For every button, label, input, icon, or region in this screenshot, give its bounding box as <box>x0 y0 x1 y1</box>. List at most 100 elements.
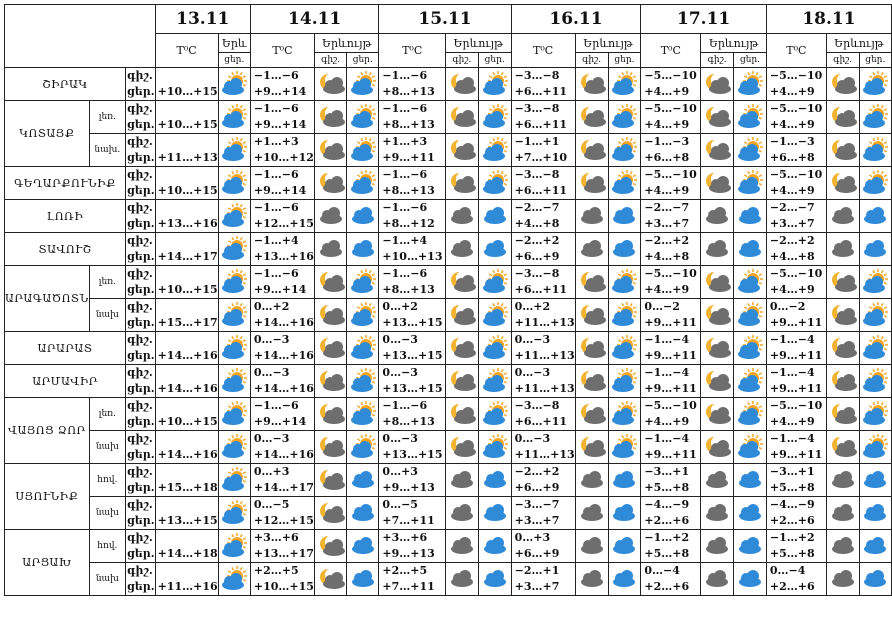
period-labels: գիշ. ցեր. <box>124 100 156 134</box>
temperature-cell: −1…−6 +9…+14 <box>249 397 315 431</box>
day-temp: +4…+9 <box>644 184 690 197</box>
sun-cloud-icon <box>607 430 642 464</box>
day-temp: +5…+8 <box>644 481 690 494</box>
day-temp: +14…+16 <box>253 349 314 362</box>
date-header: 13.11 <box>154 4 251 34</box>
region-row: ԿՈՏԱՅՔ լեռ. գիշ. ցեր. +10…+15 −1…−6 +9…+14 −1…… <box>4 100 892 167</box>
night-temp: −1…−6 <box>253 267 299 280</box>
region-name: ՍՅՈՒՆԻՔ <box>4 463 90 530</box>
sun-cloud-icon <box>477 298 512 332</box>
day-temp: +14…+16 <box>157 448 218 461</box>
day-temp: +7…+11 <box>382 580 435 593</box>
day-temp: +4…+8 <box>644 250 690 263</box>
night-temp: 0…+3 <box>253 465 290 478</box>
day-temp: +4…+9 <box>644 118 690 131</box>
day-temp: +10…+15 <box>157 184 218 197</box>
sun-cloud-icon <box>733 430 767 464</box>
night-temp: −1…+2 <box>769 531 815 544</box>
moon-cloud-icon <box>700 364 735 398</box>
temp-header: T⁰C <box>378 33 446 68</box>
temperature-cell: +14…+18 <box>154 529 219 563</box>
night-temp: 0…−3 <box>382 366 418 379</box>
night-temp: 0…+2 <box>382 300 418 313</box>
cloud-icon <box>825 529 860 563</box>
moon-cloud-icon <box>574 100 609 134</box>
day-label: ցեր. <box>126 85 155 98</box>
temperature-cell: −2…+1 +3…+7 <box>510 562 576 596</box>
sun-cloud-icon <box>217 397 251 431</box>
night-temp: −1…−3 <box>769 135 815 148</box>
period-labels: գիշ. ցեր. <box>124 562 156 596</box>
night-temp: −1…−6 <box>382 399 428 412</box>
temperature-cell: −1…−4 +9…+11 <box>640 331 702 365</box>
cloud-header: Երև <box>217 33 251 53</box>
temperature-cell: 0…−4 +2…+6 <box>765 562 827 596</box>
day-temp: +4…+8 <box>514 217 560 230</box>
night-temp: −1…−6 <box>382 69 428 82</box>
sun-cloud-icon <box>477 67 512 101</box>
temperature-cell: −3…+1 +5…+8 <box>765 463 827 497</box>
period-labels: գիշ. ցեր. <box>124 463 156 497</box>
region-name: ԱՐԱՐԱՏ <box>4 331 126 365</box>
blue-cloud-icon <box>733 562 767 596</box>
blue-cloud-icon <box>477 529 512 563</box>
temperature-cell: +10…+15 <box>154 100 219 134</box>
temperature-cell: −5…−10 +4…+9 <box>765 265 827 299</box>
moon-cloud-icon <box>825 100 860 134</box>
blue-cloud-icon <box>477 496 512 530</box>
moon-cloud-icon <box>825 67 860 101</box>
sun-cloud-icon <box>733 331 767 365</box>
moon-cloud-icon <box>444 397 479 431</box>
day-label: ցեր. <box>126 448 155 461</box>
night-temp <box>158 201 218 217</box>
night-temp: −1…+1 <box>514 135 560 148</box>
temperature-cell: 0…+3 +14…+17 <box>249 463 315 497</box>
night-temp <box>158 102 218 118</box>
blue-cloud-icon <box>607 562 642 596</box>
night-temp: −3…−8 <box>514 69 560 82</box>
day-temp: +14…+17 <box>253 481 314 494</box>
temperature-cell: −4…−9 +2…+6 <box>765 496 827 530</box>
temperature-cell: +10…+15 <box>154 265 219 299</box>
moon-cloud-icon <box>700 166 735 200</box>
region-row: ՎԱՅՈՑ ՁՈՐ լեռ. գիշ. ցեր. +10…+15 −1…−6 +9…+14… <box>4 397 892 464</box>
moon-cloud-icon <box>825 298 860 332</box>
day-temp: +10…+15 <box>157 283 218 296</box>
temperature-cell: −3…−8 +6…+11 <box>510 265 576 299</box>
night-temp: −2…+2 <box>514 234 560 247</box>
moon-cloud-icon <box>313 67 348 101</box>
temperature-cell: +3…+6 +13…+17 <box>249 529 315 563</box>
cloud-header: Երևույթ <box>825 33 892 53</box>
cloud-header: Երևույթ <box>700 33 767 53</box>
date-header: 15.11 <box>378 4 512 34</box>
day-temp: +4…+9 <box>769 85 815 98</box>
day-temp: +2…+6 <box>769 580 815 593</box>
day-temp: +9…+11 <box>644 448 697 461</box>
temperature-cell: +10…+15 <box>154 67 219 101</box>
night-temp: −1…−6 <box>253 102 299 115</box>
night-temp: −1…−6 <box>382 102 428 115</box>
night-temp: +3…+6 <box>382 531 428 544</box>
blue-cloud-icon <box>733 496 767 530</box>
region-row: ԼՈՌԻ գիշ. ցեր. +13…+16 −1…−6 +12…+15 −1…−6 +8…… <box>4 199 892 233</box>
region-row: ՍՅՈՒՆԻՔ հով. գիշ. ցեր. +15…+18 0…+3 +14…+17 0…… <box>4 463 892 530</box>
night-temp: 0…−4 <box>769 564 806 577</box>
moon-cloud-icon <box>313 364 348 398</box>
cloud-icon <box>700 232 735 266</box>
day-temp: +4…+9 <box>644 415 690 428</box>
sun-cloud-icon <box>217 430 251 464</box>
subregion-name: հով. <box>88 463 126 497</box>
night-temp <box>158 465 218 481</box>
day-label: ցեր. <box>126 283 155 296</box>
moon-cloud-icon <box>700 265 735 299</box>
night-temp: −2…+2 <box>769 234 815 247</box>
day-temp: +9…+14 <box>253 184 307 197</box>
night-header: գիշ. <box>825 52 860 68</box>
night-label: գիշ. <box>126 168 153 181</box>
day-temp: +8…+13 <box>382 118 435 131</box>
sun-cloud-icon <box>217 166 251 200</box>
moon-cloud-icon <box>313 298 348 332</box>
temperature-cell: −2…+2 +6…+9 <box>510 232 576 266</box>
night-temp: −1…−4 <box>769 333 815 346</box>
blue-cloud-icon <box>607 232 642 266</box>
